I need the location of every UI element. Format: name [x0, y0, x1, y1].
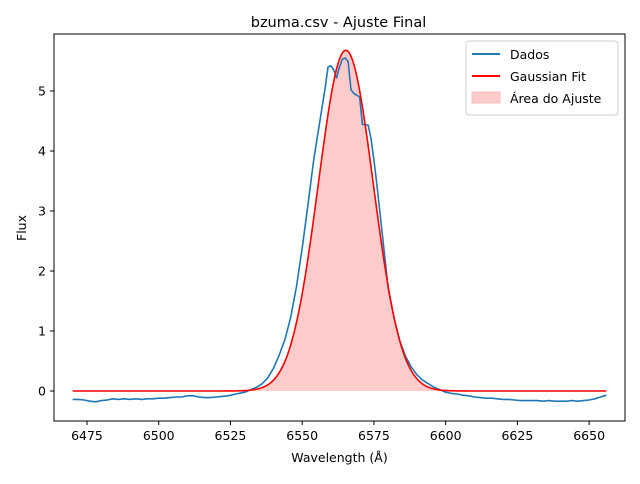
legend-swatch-area [471, 91, 501, 104]
legend-label-gaussian-fit: Gaussian Fit [510, 69, 586, 84]
y-tick-label: 2 [38, 264, 46, 279]
y-axis-label: Flux [14, 215, 29, 241]
plot-area [72, 49, 607, 403]
legend-box [465, 40, 619, 116]
legend: Dados Gaussian Fit Área do Ajuste [465, 40, 619, 116]
y-tick-label: 1 [38, 324, 46, 339]
x-tick-label: 6500 [143, 428, 175, 443]
y-tick-label: 5 [38, 84, 46, 99]
legend-label-area: Área do Ajuste [510, 91, 602, 106]
y-tick-label: 0 [38, 384, 46, 399]
legend-label-dados: Dados [510, 47, 549, 62]
x-axis-label: Wavelength (Å) [291, 450, 387, 465]
x-tick-label: 6625 [501, 428, 533, 443]
fit-area-fill [72, 50, 607, 392]
x-tick-label: 6550 [286, 428, 318, 443]
y-axis: 0 1 2 3 4 5 [38, 84, 54, 399]
series-line-gaussian-fit [72, 49, 607, 392]
data-series-layer [72, 49, 607, 403]
x-tick-label: 6650 [573, 428, 605, 443]
x-tick-label: 6575 [358, 428, 390, 443]
y-tick-label: 3 [38, 204, 46, 219]
plot-frame [53, 33, 626, 422]
x-axis: 6475 6500 6525 6550 6575 6600 6625 6650 [71, 421, 605, 443]
chart-title: bzuma.csv - Ajuste Final [251, 15, 427, 31]
x-tick-label: 6600 [430, 428, 462, 443]
x-tick-label: 6475 [71, 428, 103, 443]
y-tick-label: 4 [38, 144, 46, 159]
series-line-dados [72, 57, 607, 403]
x-tick-label: 6525 [215, 428, 247, 443]
